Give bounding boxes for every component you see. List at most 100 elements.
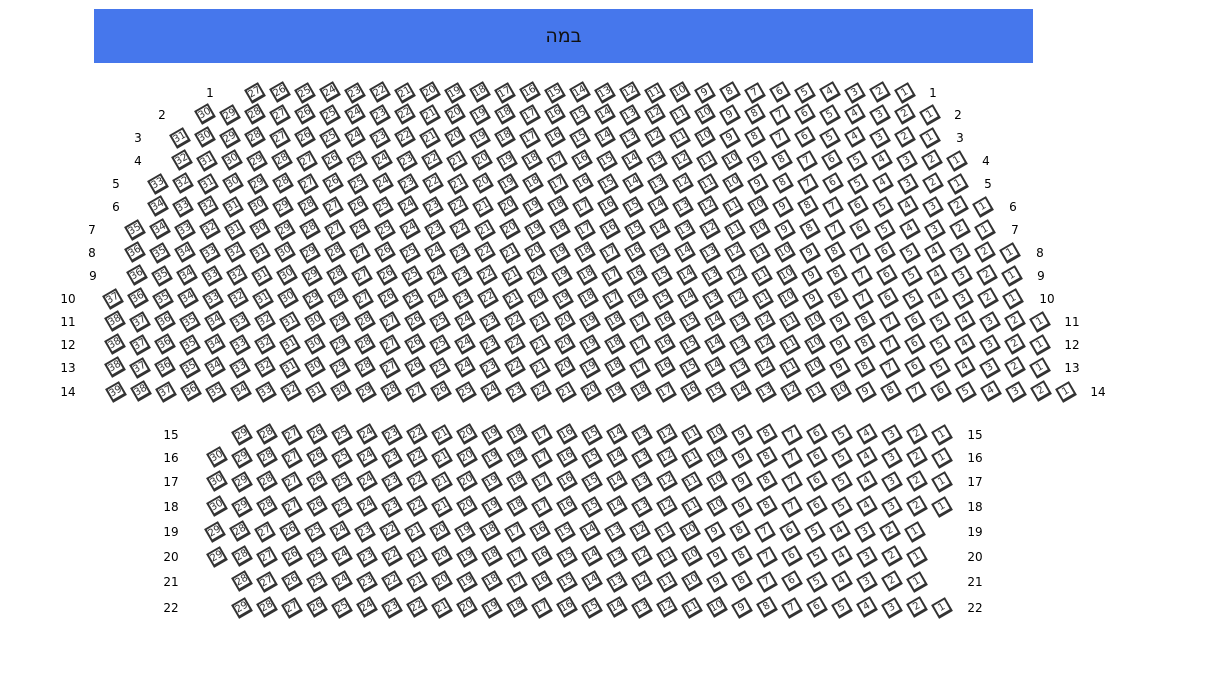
seat-row-6-22[interactable]: 22 <box>447 195 469 217</box>
seat-row-10-6[interactable]: 6 <box>877 287 899 309</box>
seat-row-1-21[interactable]: 21 <box>394 82 416 104</box>
seat-row-16-9[interactable]: 9 <box>731 447 753 469</box>
seat-row-8-23[interactable]: 23 <box>449 242 471 264</box>
seat-row-20-24[interactable]: 24 <box>331 545 353 567</box>
seat-row-8-19[interactable]: 19 <box>549 242 571 264</box>
seat-row-19-21[interactable]: 21 <box>404 521 426 543</box>
seat-row-22-6[interactable]: 6 <box>806 596 828 618</box>
seat-row-12-10[interactable]: 10 <box>804 333 826 355</box>
seat-row-13-29[interactable]: 29 <box>329 357 351 379</box>
seat-row-18-27[interactable]: 27 <box>281 496 303 518</box>
seat-row-12-4[interactable]: 4 <box>954 333 976 355</box>
seat-row-1-27[interactable]: 27 <box>244 82 266 104</box>
seat-row-14-25[interactable]: 25 <box>455 381 477 403</box>
seat-row-12-12[interactable]: 12 <box>754 333 776 355</box>
seat-row-6-31[interactable]: 31 <box>222 196 244 218</box>
seat-row-6-14[interactable]: 14 <box>647 195 669 217</box>
seat-row-13-5[interactable]: 5 <box>929 357 951 379</box>
seat-row-16-20[interactable]: 20 <box>456 446 478 468</box>
seat-row-12-33[interactable]: 33 <box>229 334 251 356</box>
seat-row-20-4[interactable]: 4 <box>831 545 853 567</box>
seat-row-18-5[interactable]: 5 <box>831 496 853 518</box>
seat-row-4-3[interactable]: 3 <box>896 150 918 172</box>
seat-row-14-24[interactable]: 24 <box>480 380 502 402</box>
seat-row-22-27[interactable]: 27 <box>281 597 303 619</box>
seat-row-17-21[interactable]: 21 <box>431 471 453 493</box>
seat-row-5-6[interactable]: 6 <box>822 172 844 194</box>
seat-row-3-22[interactable]: 22 <box>394 126 416 148</box>
seat-row-11-12[interactable]: 12 <box>754 310 776 332</box>
seat-row-8-17[interactable]: 17 <box>599 242 621 264</box>
seat-row-12-11[interactable]: 11 <box>779 334 801 356</box>
seat-row-6-15[interactable]: 15 <box>622 196 644 218</box>
seat-row-9-32[interactable]: 32 <box>226 264 248 286</box>
seat-row-8-32[interactable]: 32 <box>224 241 246 263</box>
seat-row-10-27[interactable]: 27 <box>352 288 374 310</box>
seat-row-8-29[interactable]: 29 <box>299 242 321 264</box>
seat-row-22-7[interactable]: 7 <box>781 597 803 619</box>
seat-row-17-25[interactable]: 25 <box>331 471 353 493</box>
seat-row-19-14[interactable]: 14 <box>579 520 601 542</box>
seat-row-8-31[interactable]: 31 <box>249 242 271 264</box>
seat-row-13-24[interactable]: 24 <box>454 356 476 378</box>
seat-row-2-19[interactable]: 19 <box>469 104 491 126</box>
seat-row-13-30[interactable]: 30 <box>304 356 326 378</box>
seat-row-16-29[interactable]: 29 <box>231 447 253 469</box>
seat-row-8-11[interactable]: 11 <box>749 242 771 264</box>
seat-row-22-9[interactable]: 9 <box>731 597 753 619</box>
seat-row-2-14[interactable]: 14 <box>594 103 616 125</box>
seat-row-17-13[interactable]: 13 <box>631 471 653 493</box>
seat-row-6-34[interactable]: 34 <box>147 195 169 217</box>
seat-row-21-3[interactable]: 3 <box>856 571 878 593</box>
seat-row-7-12[interactable]: 12 <box>699 218 721 240</box>
seat-row-21-28[interactable]: 28 <box>231 570 253 592</box>
seat-row-11-13[interactable]: 13 <box>729 311 751 333</box>
seat-row-9-29[interactable]: 29 <box>301 265 323 287</box>
seat-row-17-5[interactable]: 5 <box>831 471 853 493</box>
seat-row-20-10[interactable]: 10 <box>681 545 703 567</box>
seat-row-12-25[interactable]: 25 <box>429 334 451 356</box>
seat-row-22-18[interactable]: 18 <box>506 596 528 618</box>
seat-row-21-22[interactable]: 22 <box>381 570 403 592</box>
seat-row-1-10[interactable]: 10 <box>669 81 691 103</box>
seat-row-13-17[interactable]: 17 <box>629 357 651 379</box>
seat-row-6-7[interactable]: 7 <box>822 196 844 218</box>
seat-row-17-1[interactable]: 1 <box>931 471 953 493</box>
seat-row-22-26[interactable]: 26 <box>306 596 328 618</box>
seat-row-8-21[interactable]: 21 <box>499 242 521 264</box>
seat-row-10-37[interactable]: 37 <box>102 288 124 310</box>
seat-row-2-22[interactable]: 22 <box>394 103 416 125</box>
seat-row-21-4[interactable]: 4 <box>831 570 853 592</box>
seat-row-9-6[interactable]: 6 <box>876 264 898 286</box>
seat-row-22-12[interactable]: 12 <box>656 596 678 618</box>
seat-row-5-19[interactable]: 19 <box>497 173 519 195</box>
seat-row-7-32[interactable]: 32 <box>199 218 221 240</box>
seat-row-2-3[interactable]: 3 <box>869 104 891 126</box>
seat-row-22-16[interactable]: 16 <box>556 596 578 618</box>
seat-row-11-9[interactable]: 9 <box>829 311 851 333</box>
seat-row-21-15[interactable]: 15 <box>556 571 578 593</box>
seat-row-14-2[interactable]: 2 <box>1030 380 1052 402</box>
seat-row-1-26[interactable]: 26 <box>269 81 291 103</box>
seat-row-3-19[interactable]: 19 <box>469 127 491 149</box>
seat-row-19-9[interactable]: 9 <box>704 521 726 543</box>
seat-row-22-15[interactable]: 15 <box>581 597 603 619</box>
seat-row-13-13[interactable]: 13 <box>729 357 751 379</box>
seat-row-12-8[interactable]: 8 <box>854 333 876 355</box>
seat-row-2-12[interactable]: 12 <box>644 103 666 125</box>
seat-row-12-5[interactable]: 5 <box>929 334 951 356</box>
seat-row-1-11[interactable]: 11 <box>644 82 666 104</box>
seat-row-9-26[interactable]: 26 <box>376 264 398 286</box>
seat-row-5-10[interactable]: 10 <box>722 172 744 194</box>
seat-row-22-3[interactable]: 3 <box>881 597 903 619</box>
seat-row-11-30[interactable]: 30 <box>304 310 326 332</box>
seat-row-13-1[interactable]: 1 <box>1029 357 1051 379</box>
seat-row-19-13[interactable]: 13 <box>604 521 626 543</box>
seat-row-7-2[interactable]: 2 <box>949 218 971 240</box>
seat-row-11-10[interactable]: 10 <box>804 310 826 332</box>
seat-row-19-23[interactable]: 23 <box>354 521 376 543</box>
seat-row-6-6[interactable]: 6 <box>847 195 869 217</box>
seat-row-19-2[interactable]: 2 <box>879 520 901 542</box>
seat-row-17-3[interactable]: 3 <box>881 471 903 493</box>
seat-row-21-13[interactable]: 13 <box>606 571 628 593</box>
